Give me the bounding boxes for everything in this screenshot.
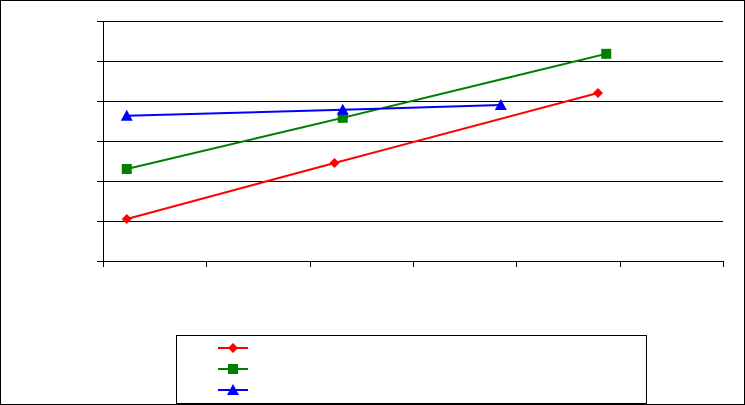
marker bbox=[120, 109, 133, 121]
marker bbox=[336, 103, 349, 115]
legend-marker bbox=[227, 384, 239, 395]
legend-marker bbox=[228, 364, 238, 374]
marker bbox=[592, 88, 603, 98]
legend-box bbox=[176, 335, 647, 404]
legend-marker bbox=[228, 343, 238, 353]
marker bbox=[494, 99, 507, 110]
marker bbox=[337, 112, 348, 123]
marker bbox=[329, 158, 340, 168]
marker bbox=[601, 48, 612, 59]
marker bbox=[121, 164, 132, 174]
marker bbox=[121, 214, 132, 224]
